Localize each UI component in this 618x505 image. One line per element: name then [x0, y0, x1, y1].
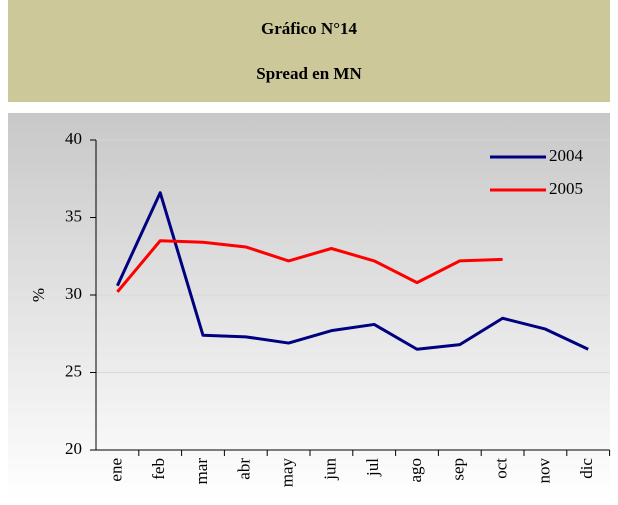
x-tick-label: feb	[149, 458, 168, 480]
chart-area	[8, 113, 610, 500]
x-tick-label: jun	[320, 458, 339, 481]
legend-label: 2005	[549, 179, 583, 198]
x-tick-label: mar	[192, 458, 211, 485]
chart-subtitle: Spread en MN	[256, 64, 362, 83]
x-tick-label: sep	[449, 458, 468, 481]
y-axis-label: %	[29, 288, 48, 302]
x-tick-label: ene	[106, 458, 125, 482]
x-tick-label: dic	[577, 458, 596, 479]
x-tick-label: may	[278, 458, 297, 488]
header-box	[8, 0, 610, 102]
x-tick-label: jul	[363, 458, 382, 477]
y-tick-label: 20	[65, 439, 82, 458]
line-series	[116, 239, 503, 293]
x-tick-label: abr	[235, 458, 254, 480]
x-tick-label: nov	[534, 458, 553, 484]
x-tick-label: oct	[492, 458, 511, 479]
y-tick-label: 25	[65, 361, 82, 380]
line-series	[116, 191, 589, 351]
chart-title: Gráfico N°14	[261, 19, 358, 38]
legend-label: 2004	[549, 146, 584, 165]
y-tick-label: 30	[65, 284, 82, 303]
y-tick-label: 35	[65, 206, 82, 225]
y-tick-label: 40	[65, 129, 82, 148]
x-tick-label: ago	[406, 458, 425, 483]
